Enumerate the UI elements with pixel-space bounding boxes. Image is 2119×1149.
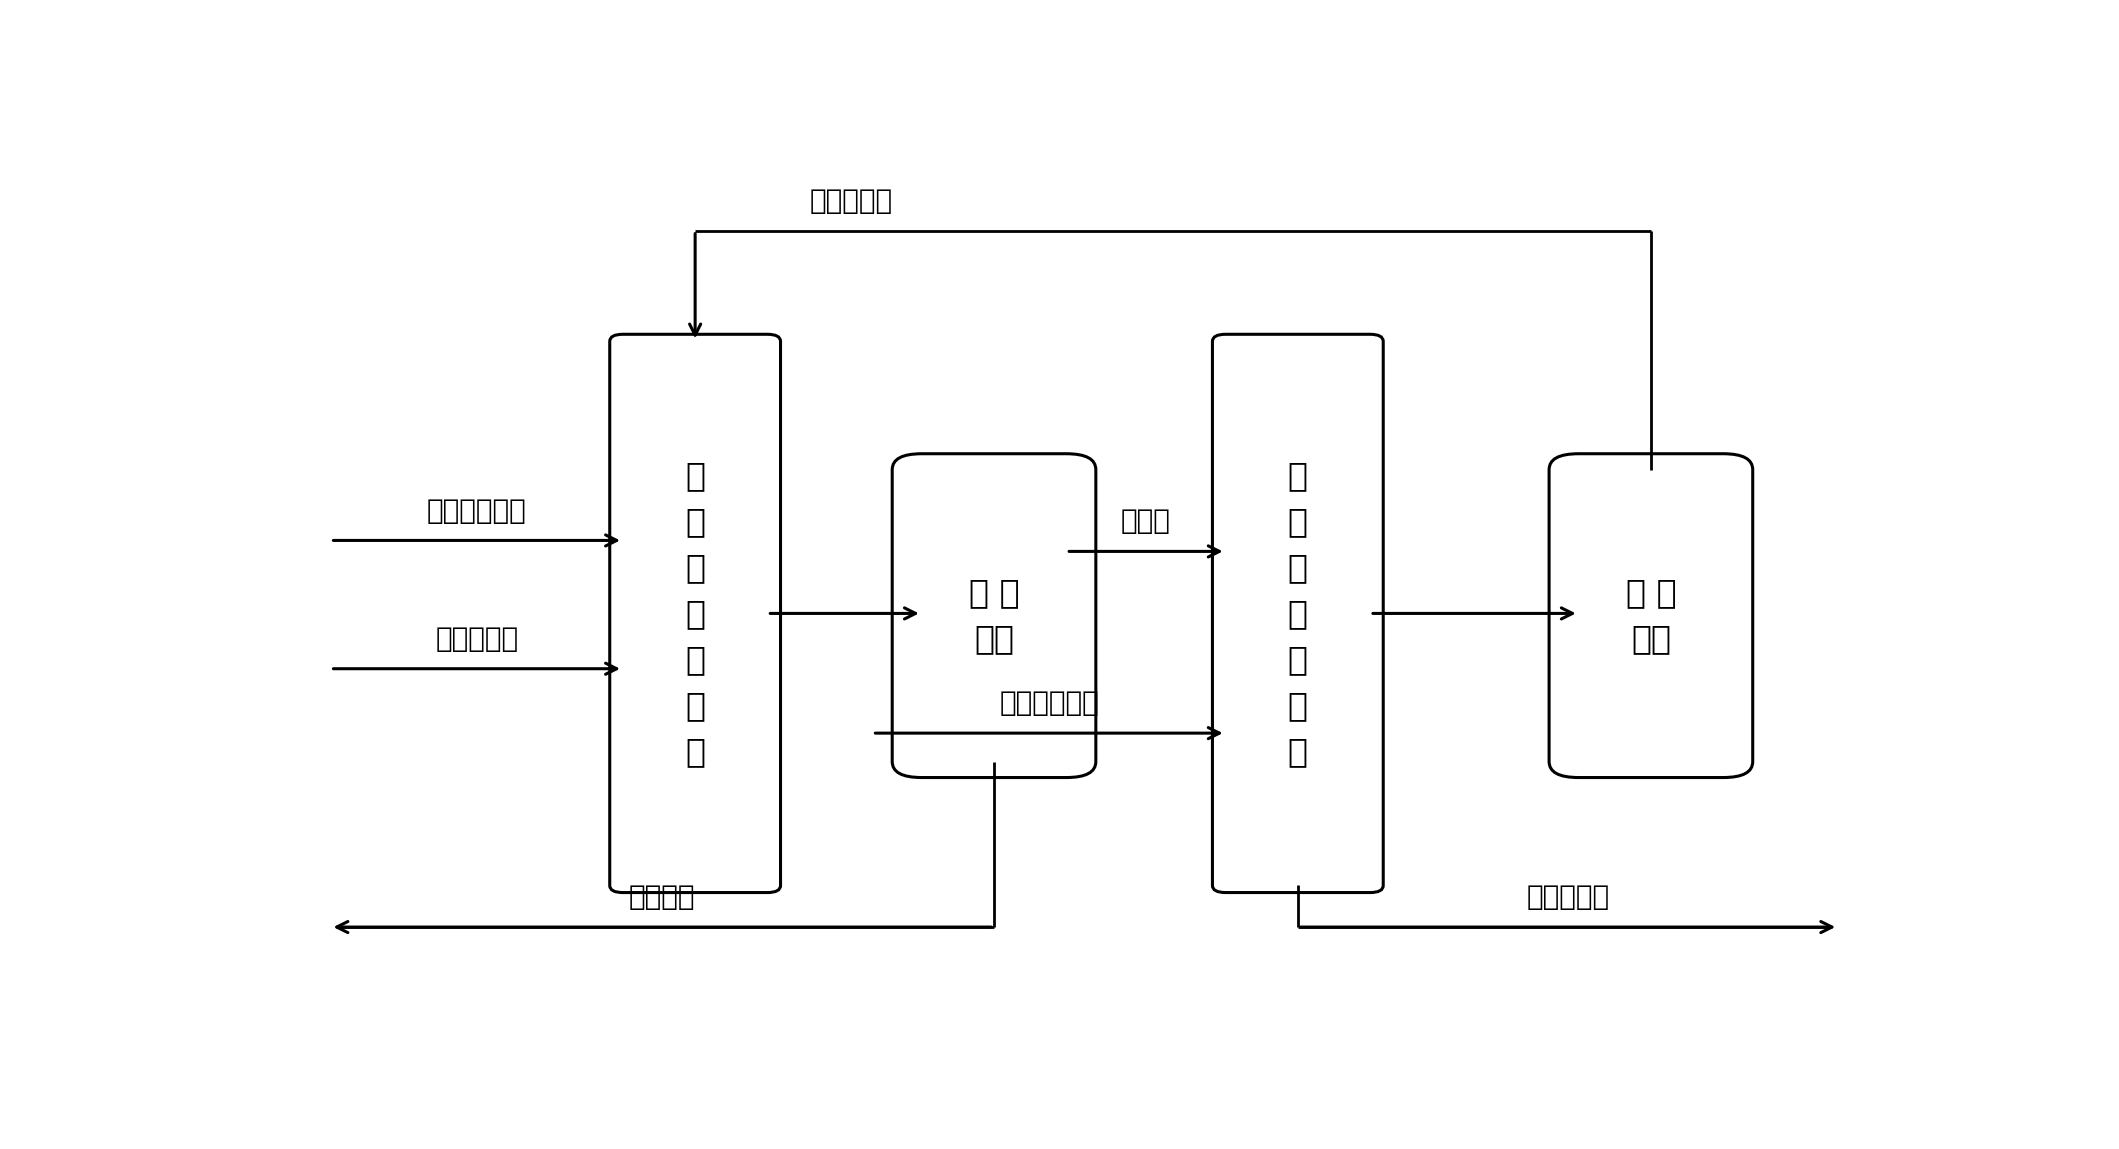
Text: 酚钓液回收: 酚钓液回收 bbox=[1526, 884, 1610, 911]
FancyBboxPatch shape bbox=[892, 454, 1096, 778]
Text: 氯氧化钓溶液: 氯氧化钓溶液 bbox=[1000, 689, 1100, 717]
FancyBboxPatch shape bbox=[1212, 334, 1384, 893]
Text: 溶剂相: 溶剂相 bbox=[1121, 508, 1172, 535]
FancyBboxPatch shape bbox=[610, 334, 780, 893]
Text: 兰炭含酚废水: 兰炭含酚废水 bbox=[426, 496, 528, 524]
Text: 静 置
分层: 静 置 分层 bbox=[968, 576, 1019, 655]
FancyBboxPatch shape bbox=[1549, 454, 1752, 778]
Text: 络合萨取剂: 络合萨取剂 bbox=[434, 625, 519, 653]
Text: 水
浴
恒
温
振
荡
器: 水 浴 恒 温 振 荡 器 bbox=[684, 458, 706, 768]
Text: 出水排出: 出水排出 bbox=[629, 884, 695, 911]
Text: 水
浴
恒
温
振
荡
器: 水 浴 恒 温 振 荡 器 bbox=[1288, 458, 1307, 768]
Text: 再生萨取剂: 再生萨取剂 bbox=[809, 187, 894, 215]
Text: 静 置
分层: 静 置 分层 bbox=[1625, 576, 1676, 655]
